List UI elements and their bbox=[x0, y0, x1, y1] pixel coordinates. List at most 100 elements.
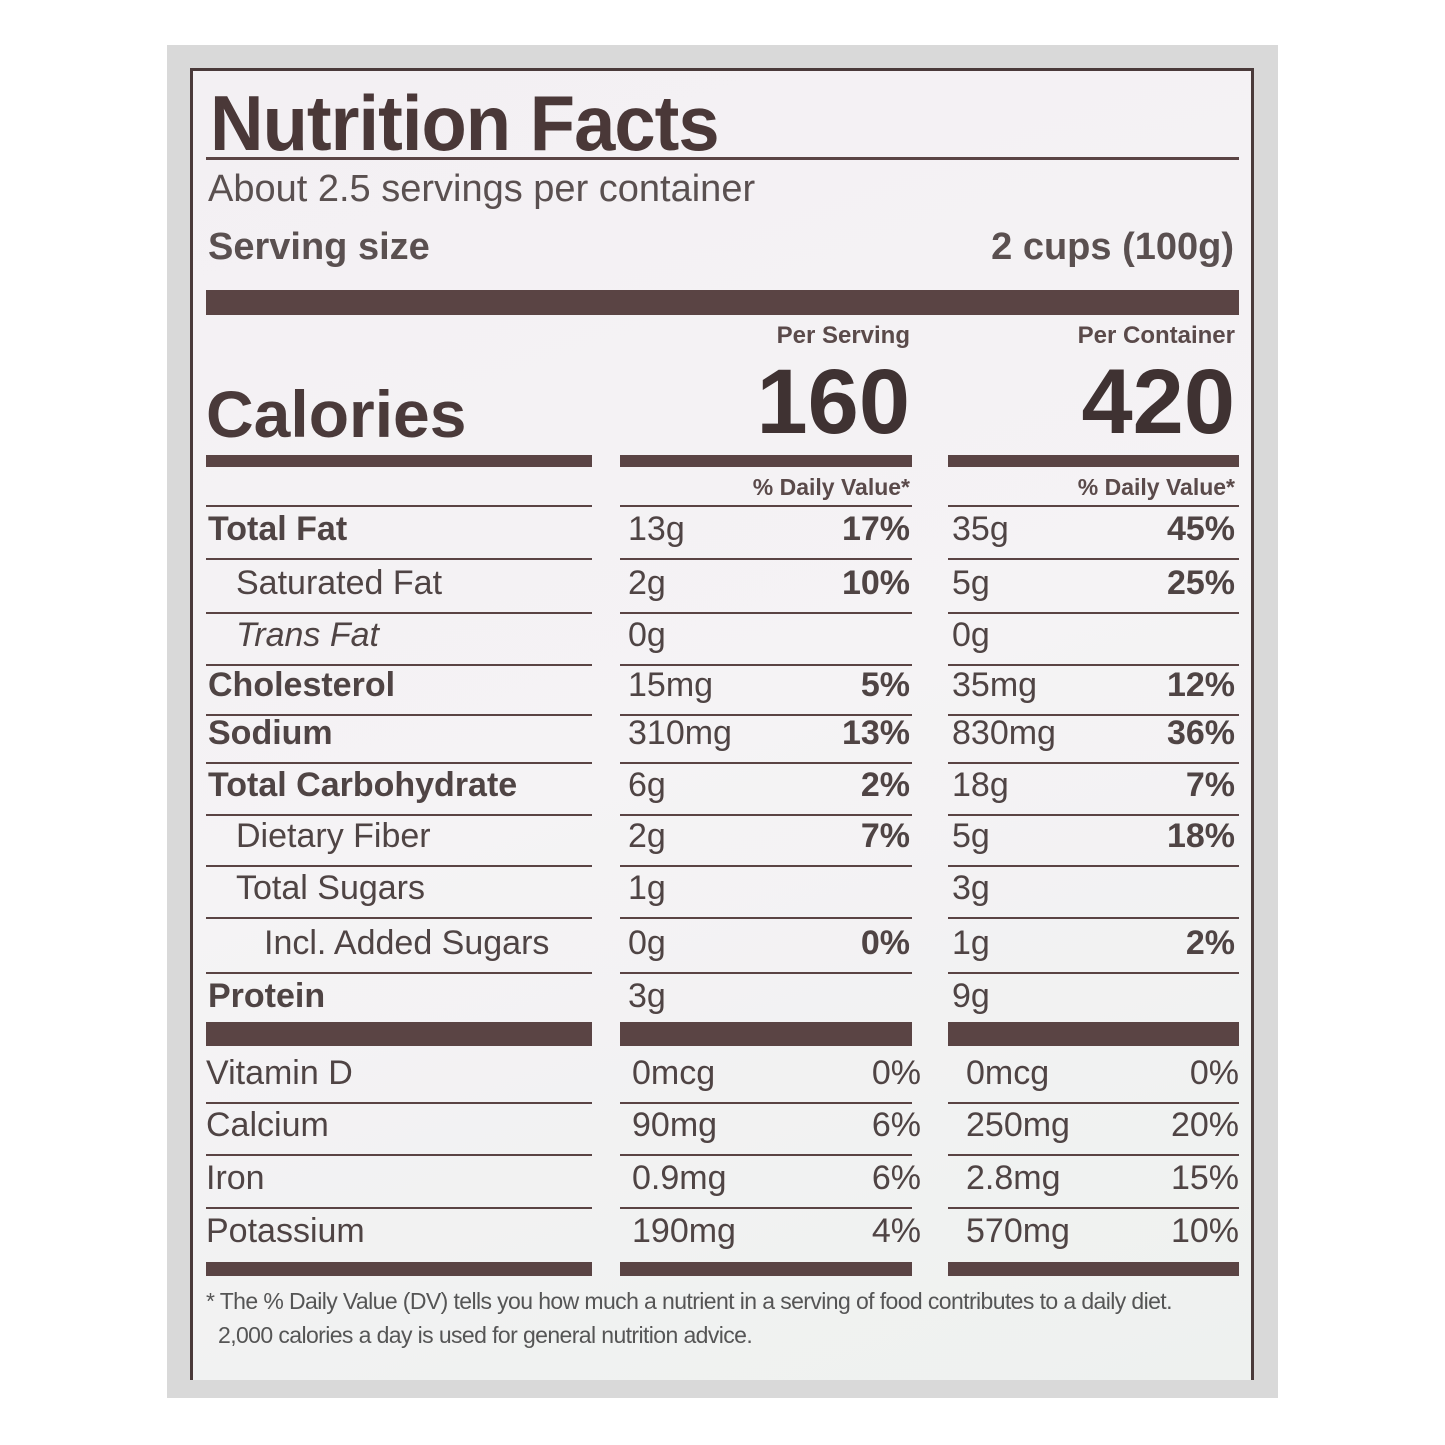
row-divider bbox=[206, 664, 592, 666]
servings-per-container: About 2.5 servings per container bbox=[208, 168, 756, 210]
per-serving-amount: 3g bbox=[628, 977, 666, 1015]
per-container-dv: 20% bbox=[1170, 1106, 1239, 1144]
row-divider bbox=[206, 762, 592, 764]
per-container-amount: 18g bbox=[952, 766, 1009, 804]
per-container-amount: 9g bbox=[952, 977, 990, 1015]
per-container-dv: 10% bbox=[1170, 1212, 1239, 1250]
row-divider bbox=[948, 814, 1239, 816]
serving-size-value: 2 cups (100g) bbox=[991, 226, 1234, 268]
per-serving-dv: 2% bbox=[860, 766, 910, 804]
row-divider bbox=[620, 814, 912, 816]
row-divider bbox=[948, 972, 1239, 974]
row-divider bbox=[948, 1102, 1239, 1104]
per-serving-dv: 17% bbox=[841, 510, 910, 548]
per-container-amount: 0mcg bbox=[966, 1054, 1050, 1092]
row-divider bbox=[620, 917, 912, 919]
row-divider bbox=[620, 972, 912, 974]
per-container-dv: 7% bbox=[1185, 766, 1235, 804]
row-divider bbox=[206, 1262, 592, 1276]
row-divider bbox=[948, 1262, 1239, 1276]
row-divider bbox=[948, 1022, 1239, 1046]
row-divider bbox=[620, 865, 912, 867]
per-serving-amount: 1g bbox=[628, 869, 666, 907]
label-title: Nutrition Facts bbox=[210, 79, 720, 167]
per-serving-dv: 4% bbox=[871, 1212, 921, 1250]
vitamin-name: Vitamin D bbox=[206, 1054, 353, 1092]
row-divider bbox=[620, 1154, 912, 1156]
row-divider bbox=[620, 762, 912, 764]
per-container-amount: 830mg bbox=[952, 714, 1056, 752]
row-divider bbox=[620, 505, 912, 507]
per-container-amount: 570mg bbox=[966, 1212, 1070, 1250]
row-divider bbox=[948, 505, 1239, 507]
nutrition-label bbox=[190, 68, 1254, 1380]
nutrient-name: Trans Fat bbox=[236, 616, 379, 654]
row-divider bbox=[948, 1207, 1239, 1209]
per-container-amount: 250mg bbox=[966, 1106, 1070, 1144]
row-divider bbox=[620, 714, 912, 716]
row-divider bbox=[948, 612, 1239, 614]
row-divider bbox=[206, 1022, 592, 1046]
per-serving-amount: 0g bbox=[628, 616, 666, 654]
per-container-dv: 2% bbox=[1185, 924, 1235, 962]
daily-value-header: % Daily Value* bbox=[752, 474, 910, 500]
nutrient-name: Dietary Fiber bbox=[236, 817, 431, 855]
row-divider bbox=[206, 917, 592, 919]
per-serving-dv: 0% bbox=[871, 1054, 921, 1092]
serving-size-label: Serving size bbox=[208, 226, 430, 268]
per-container-dv: 12% bbox=[1166, 666, 1235, 704]
footnote-line: 2,000 calories a day is used for general… bbox=[218, 1322, 753, 1348]
calories-per-container: 420 bbox=[1081, 351, 1236, 453]
daily-value-header: % Daily Value* bbox=[1077, 474, 1235, 500]
row-divider bbox=[948, 664, 1239, 666]
row-divider bbox=[206, 505, 592, 507]
per-container-dv: 25% bbox=[1166, 564, 1235, 602]
divider bbox=[206, 157, 1239, 160]
per-serving-dv: 6% bbox=[871, 1106, 921, 1144]
per-serving-amount: 2g bbox=[628, 817, 666, 855]
row-divider bbox=[620, 1262, 912, 1276]
per-container-amount: 35mg bbox=[952, 666, 1038, 704]
nutrient-name: Sodium bbox=[208, 714, 333, 752]
per-container-amount: 0g bbox=[952, 616, 990, 654]
per-container-amount: 5g bbox=[952, 817, 990, 855]
per-serving-dv: 5% bbox=[860, 666, 910, 704]
row-divider bbox=[620, 664, 912, 666]
per-container-dv: 15% bbox=[1170, 1159, 1239, 1197]
per-serving-dv: 0% bbox=[860, 924, 910, 962]
per-container-header: Per Container bbox=[1077, 322, 1235, 349]
row-divider bbox=[948, 917, 1239, 919]
per-serving-amount: 15mg bbox=[628, 666, 714, 704]
per-container-amount: 35g bbox=[952, 510, 1009, 548]
per-serving-dv: 10% bbox=[841, 564, 910, 602]
per-container-amount: 5g bbox=[952, 564, 990, 602]
nutrient-name: Total Carbohydrate bbox=[208, 766, 518, 804]
row-divider bbox=[206, 1102, 592, 1104]
per-serving-dv: 6% bbox=[871, 1159, 921, 1197]
per-serving-header: Per Serving bbox=[776, 322, 910, 349]
vitamin-name: Calcium bbox=[206, 1106, 329, 1144]
calories-divider bbox=[206, 455, 592, 467]
row-divider bbox=[620, 558, 912, 560]
per-container-dv: 18% bbox=[1166, 817, 1235, 855]
per-serving-amount: 0g bbox=[628, 924, 666, 962]
row-divider bbox=[620, 1207, 912, 1209]
footnote-line: * The % Daily Value (DV) tells you how m… bbox=[206, 1288, 1172, 1314]
row-divider bbox=[206, 865, 592, 867]
row-divider bbox=[948, 714, 1239, 716]
calories-divider bbox=[620, 455, 912, 467]
per-serving-amount: 90mg bbox=[632, 1106, 718, 1144]
row-divider bbox=[206, 714, 592, 716]
calories-label: Calories bbox=[206, 377, 467, 451]
row-divider bbox=[620, 1102, 912, 1104]
per-serving-amount: 0mcg bbox=[632, 1054, 716, 1092]
vitamin-name: Potassium bbox=[206, 1212, 365, 1250]
per-serving-amount: 2g bbox=[628, 564, 666, 602]
row-divider bbox=[206, 1207, 592, 1209]
row-divider bbox=[948, 1154, 1239, 1156]
row-divider bbox=[206, 558, 592, 560]
vitamin-name: Iron bbox=[206, 1159, 265, 1197]
row-divider bbox=[620, 612, 912, 614]
row-divider bbox=[206, 1154, 592, 1156]
thick-divider bbox=[206, 290, 1239, 315]
